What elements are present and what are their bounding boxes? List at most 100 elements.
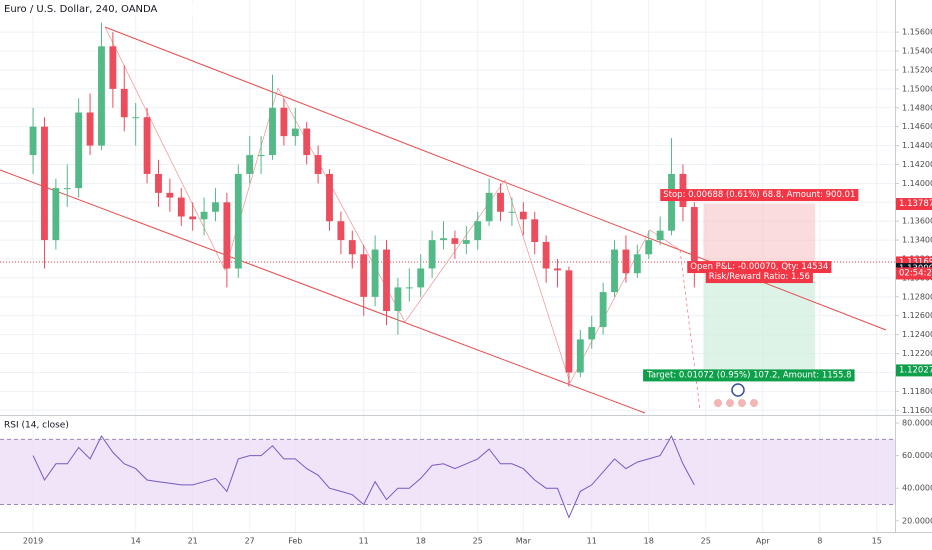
candle-body — [166, 192, 174, 198]
candle-body — [633, 254, 641, 274]
chart-title: Euro / U.S. Dollar, 240, OANDA — [4, 4, 158, 15]
candle-body — [86, 112, 94, 146]
candles — [29, 22, 698, 387]
event-icon — [726, 399, 734, 407]
y-tick-label: 1.13400 — [902, 236, 932, 245]
rsi-band — [0, 438, 895, 505]
candle-body — [668, 173, 675, 231]
projection — [679, 249, 701, 411]
target-zone — [703, 268, 816, 370]
candle-body — [656, 230, 664, 241]
countdown-group: 02:54:29 — [896, 267, 932, 280]
candle-body — [212, 202, 219, 212]
y-tick-label: 1.14800 — [902, 103, 932, 112]
x-tick-label: 8 — [817, 537, 822, 546]
candle-body — [554, 268, 561, 271]
x-tick-label: Feb — [288, 537, 302, 546]
candle-body — [383, 249, 390, 312]
y-tick-label: 1.15200 — [902, 65, 932, 74]
rsi-line — [32, 434, 695, 519]
candle-body — [120, 88, 128, 118]
candle-body — [41, 126, 48, 241]
ratio-label-bg — [705, 271, 813, 284]
axes: 1.116001.118001.120001.122001.124001.126… — [23, 28, 932, 546]
target-label-bg — [643, 369, 855, 382]
candle-body — [98, 46, 105, 146]
candle-body — [417, 268, 425, 288]
x-tick-label: Mar — [516, 537, 532, 546]
pnl-label-group: Open P&L: -0.00070, Qty: 14534 — [687, 261, 832, 274]
title-bg — [0, 2, 200, 16]
candle-body — [326, 173, 333, 222]
x-tick-label: 18 — [416, 537, 426, 546]
candle-body — [303, 128, 311, 156]
pnl-label: Open P&L: -0.00070, Qty: 14534 — [690, 262, 828, 272]
y-tick-label: 1.15000 — [902, 84, 932, 93]
target-label-group: Target: 0.01072 (0.95%) 107.2, Amount: 1… — [643, 369, 855, 382]
event-icon — [731, 383, 745, 397]
candle-body — [314, 155, 322, 174]
price-label: 1.13787 — [899, 199, 932, 209]
price-label-group: 1.13787 — [896, 198, 932, 211]
candle-body — [280, 107, 288, 137]
candle-body — [52, 188, 60, 241]
candle-body — [462, 240, 470, 244]
candle-body — [234, 173, 242, 269]
y-tick-label: 80.0000 — [902, 419, 932, 428]
candle-body — [371, 249, 379, 297]
price-label-bg — [896, 364, 932, 377]
candle-body — [451, 238, 459, 244]
y-tick-label: 1.15600 — [902, 28, 932, 37]
price-label: 1.12027 — [899, 365, 932, 375]
candle-body — [177, 197, 185, 217]
x-tick-label: 27 — [245, 537, 255, 546]
stop-label-group: Stop: 0.00688 (0.61%) 68.8, Amount: 900.… — [660, 189, 859, 202]
price-label: 1.13169 — [899, 257, 932, 267]
candle-body — [485, 192, 493, 222]
candle-body — [497, 192, 504, 212]
y-tick-label: 1.12800 — [902, 292, 932, 301]
countdown-bg — [896, 267, 932, 280]
x-tick-label: 15 — [872, 537, 882, 546]
y-tick-label: 1.11800 — [902, 387, 932, 396]
candle-body — [189, 216, 197, 220]
candle-body — [337, 221, 345, 241]
rsi — [32, 434, 695, 519]
candle-body — [143, 117, 151, 174]
y-tick-label: 1.14600 — [902, 122, 932, 131]
candle-body — [508, 211, 516, 213]
candle-body — [474, 221, 482, 241]
event-icon — [738, 399, 746, 407]
stop-label-bg — [660, 189, 859, 202]
price-label-group: 1.12027 — [896, 364, 932, 377]
y-tick-label: 60.0000 — [902, 451, 932, 460]
band-fill — [0, 439, 895, 505]
candle-body — [223, 202, 231, 269]
ratio-label-group: Risk/Reward Ratio: 1.56 — [705, 271, 813, 284]
x-tick-label: Apr — [756, 537, 771, 546]
countdown: 02:54:29 — [899, 268, 932, 278]
candle-body — [519, 211, 527, 220]
stop-label: Stop: 0.00688 (0.61%) 68.8, Amount: 900.… — [663, 190, 855, 200]
candle-body — [75, 112, 83, 189]
y-tick-label: 1.12400 — [902, 330, 932, 339]
channel-bottom — [0, 169, 646, 414]
x-tick-label: 11 — [359, 537, 369, 546]
x-tick-label: 14 — [131, 537, 141, 546]
x-tick-label: 25 — [473, 537, 483, 546]
candle-body — [132, 117, 140, 119]
y-tick-label: 1.14400 — [902, 141, 932, 150]
candle-body — [155, 173, 162, 193]
y-tick-label: 1.12200 — [902, 349, 932, 358]
candle-body — [690, 207, 698, 269]
candle-body — [542, 242, 550, 269]
y-tick-label: 1.15400 — [902, 47, 932, 56]
y-tick-label: 1.14200 — [902, 160, 932, 169]
candle-body — [109, 46, 117, 89]
candle-body — [531, 219, 539, 243]
pnl-label-bg — [687, 261, 832, 274]
candle-body — [588, 327, 596, 340]
candle-body — [565, 270, 573, 373]
candle-body — [611, 249, 618, 293]
